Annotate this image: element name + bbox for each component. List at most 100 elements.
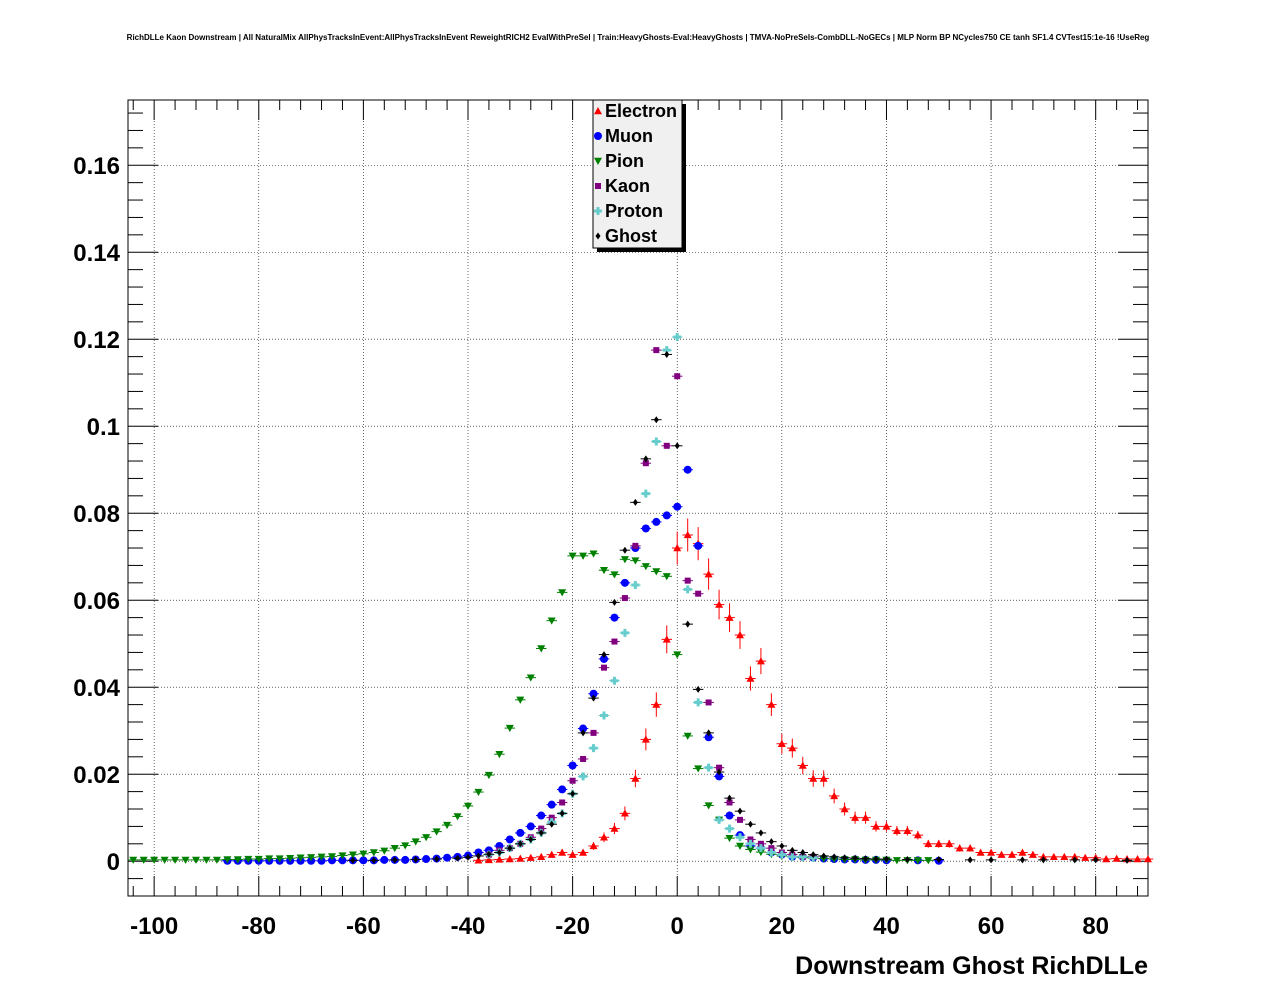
pion-point bbox=[913, 857, 922, 865]
ghost-point bbox=[643, 455, 649, 463]
proton-point bbox=[631, 580, 640, 589]
proton-point bbox=[788, 852, 797, 861]
ghost-point bbox=[465, 853, 471, 861]
proton-point bbox=[641, 489, 650, 498]
pion-point bbox=[704, 802, 713, 810]
pion-point bbox=[254, 855, 263, 864]
ghost-point bbox=[737, 807, 743, 815]
kaon-point bbox=[590, 729, 597, 736]
muon-point bbox=[547, 800, 556, 809]
kaon-point bbox=[632, 542, 639, 549]
proton-point bbox=[589, 744, 598, 753]
legend-box bbox=[592, 99, 683, 249]
pion-point bbox=[401, 842, 410, 850]
ghost-point bbox=[883, 855, 889, 863]
proton-point bbox=[579, 772, 588, 781]
x-tick-label: -40 bbox=[451, 913, 486, 940]
electron-series bbox=[473, 518, 1154, 864]
ghost-point bbox=[800, 849, 806, 857]
pion-point bbox=[181, 856, 190, 864]
muon-point bbox=[505, 835, 514, 844]
y-tick-label: 0.08 bbox=[73, 501, 120, 528]
pion-point bbox=[558, 589, 567, 597]
ghost-point bbox=[455, 854, 461, 862]
muon-point bbox=[641, 524, 650, 533]
kaon-point bbox=[548, 814, 555, 821]
pion-point bbox=[620, 556, 629, 564]
electron-point bbox=[809, 774, 818, 782]
ghost-point bbox=[821, 852, 827, 860]
pion-point bbox=[192, 856, 200, 864]
pion-point bbox=[286, 854, 295, 863]
proton-point bbox=[652, 437, 661, 446]
kaon-point bbox=[642, 460, 649, 467]
pion-point bbox=[317, 853, 326, 861]
pion-point bbox=[369, 849, 378, 857]
muon-point bbox=[359, 856, 368, 865]
ghost-point bbox=[873, 855, 879, 863]
pion-point bbox=[265, 855, 274, 863]
ghost-point bbox=[611, 598, 617, 606]
kaon-point bbox=[674, 373, 681, 380]
pion-point bbox=[380, 847, 389, 855]
pion-point bbox=[338, 852, 347, 860]
muon-point bbox=[652, 517, 661, 526]
data-points bbox=[128, 333, 1154, 865]
legend-muon-label: Muon bbox=[605, 126, 653, 146]
pion-point bbox=[484, 771, 493, 780]
muon-point bbox=[516, 828, 525, 837]
proton-point bbox=[767, 848, 776, 857]
kaon-point bbox=[653, 347, 660, 354]
ghost-point bbox=[904, 855, 910, 863]
kaon-point bbox=[569, 777, 576, 784]
pion-point bbox=[600, 567, 608, 575]
x-tick-label: 0 bbox=[671, 913, 684, 940]
electron-point bbox=[1060, 852, 1069, 861]
grid-lines bbox=[128, 100, 1148, 896]
electron-point bbox=[966, 844, 975, 852]
legend-electron-marker bbox=[594, 107, 602, 115]
legend-muon-marker bbox=[594, 132, 602, 140]
y-tick-label: 0 bbox=[107, 849, 120, 876]
pion-point bbox=[411, 838, 420, 846]
electron-point bbox=[662, 635, 671, 643]
ghost-point bbox=[936, 855, 942, 863]
pion-point bbox=[662, 573, 671, 581]
proton-point bbox=[746, 839, 755, 848]
ghost-point bbox=[674, 442, 680, 450]
electron-point bbox=[474, 856, 483, 864]
electron-point bbox=[641, 735, 650, 743]
kaon-point bbox=[684, 577, 691, 584]
electron-point bbox=[892, 826, 901, 834]
legend-electron-label: Electron bbox=[605, 101, 677, 121]
kaon-point bbox=[737, 816, 743, 823]
pion-point bbox=[453, 813, 462, 821]
legend-proton-marker bbox=[594, 207, 602, 215]
electron-point bbox=[777, 739, 786, 747]
pion-point bbox=[673, 651, 682, 659]
kaon-point bbox=[747, 836, 754, 843]
kaon-point bbox=[705, 699, 712, 706]
ghost-point bbox=[967, 856, 973, 864]
kaon-point bbox=[716, 764, 723, 771]
electron-point bbox=[756, 657, 765, 665]
ghost-point bbox=[434, 855, 440, 863]
ghost-point bbox=[664, 350, 670, 358]
ghost-point bbox=[779, 842, 785, 850]
pion-point bbox=[516, 696, 525, 704]
x-tick-label: 80 bbox=[1082, 913, 1109, 940]
muon-point bbox=[526, 822, 535, 831]
pion-point bbox=[432, 828, 441, 836]
legend-ghost-marker bbox=[595, 232, 601, 240]
electron-point bbox=[1049, 852, 1058, 861]
pion-point bbox=[725, 834, 734, 843]
legend: Electron Muon Pion Kaon Proton Ghost bbox=[592, 99, 686, 252]
ghost-point bbox=[392, 856, 398, 864]
pion-point bbox=[150, 856, 159, 864]
electron-point bbox=[924, 839, 933, 848]
legend-pion-marker bbox=[594, 157, 602, 165]
kaon-point bbox=[726, 799, 733, 806]
electron-point bbox=[725, 613, 734, 621]
ghost-point bbox=[580, 729, 586, 737]
